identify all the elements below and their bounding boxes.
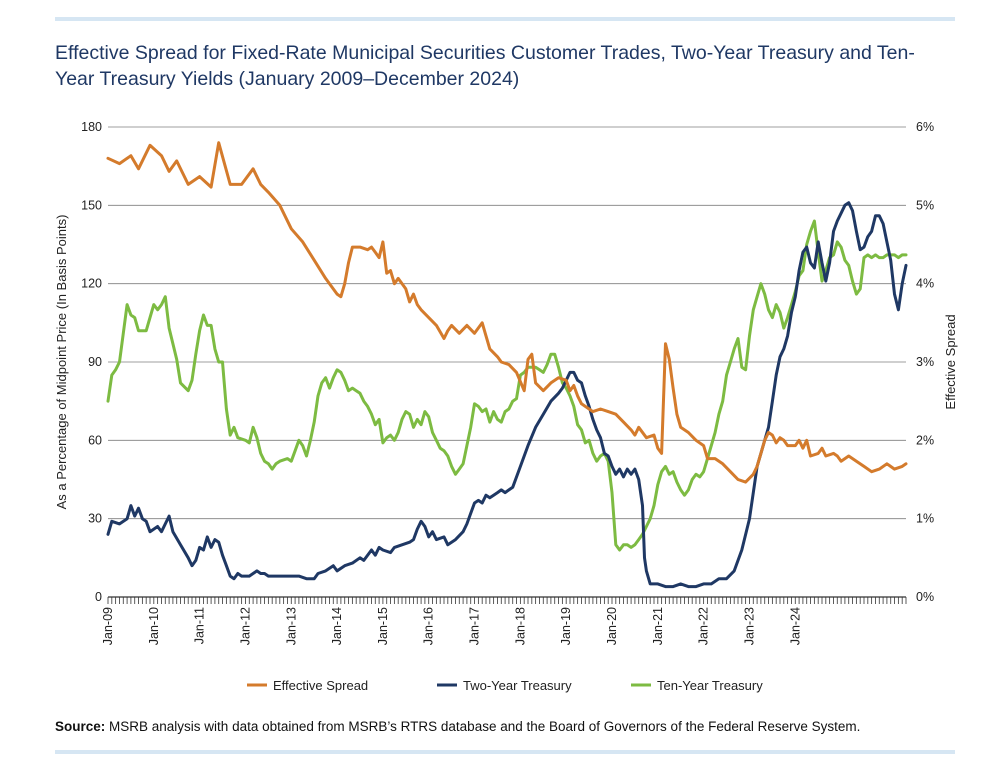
y-axis-left: 0 30 60 90 120 150 180 [81, 120, 102, 604]
chart-title: Effective Spread for Fixed-Rate Municipa… [55, 42, 915, 90]
top-rule [55, 17, 955, 21]
x-tick-label: Jan-24 [788, 607, 802, 645]
bottom-rule [55, 750, 955, 754]
y2-axis-label: Effective Spread [943, 314, 958, 409]
series-lines [106, 141, 908, 589]
legend-label-spread: Effective Spread [273, 678, 368, 693]
y2-tick-label: 2% [916, 433, 934, 447]
x-tick-label: Jan-17 [468, 607, 482, 645]
y-tick-label: 0 [95, 590, 102, 604]
gridlines [108, 126, 906, 598]
y-tick-label: 90 [88, 355, 102, 369]
series-line-ten-year [106, 219, 908, 552]
x-tick-label: Jan-14 [330, 607, 344, 645]
y-axis-right: 0% 1% 2% 3% 4% 5% 6% [916, 120, 934, 604]
x-tick-label: Jan-15 [376, 607, 390, 645]
y-tick-label: 120 [81, 277, 102, 291]
y2-tick-label: 5% [916, 198, 934, 212]
series-line-two-year [106, 201, 908, 589]
y-tick-label: 30 [88, 512, 102, 526]
x-tick-label: Jan-22 [697, 607, 711, 645]
y-tick-label: 60 [88, 433, 102, 447]
x-tick-label: Jan-18 [513, 607, 527, 645]
y-axis-label: As a Percentage of Midpoint Price (In Ba… [54, 215, 69, 510]
x-tick-label: Jan-09 [101, 607, 115, 645]
y2-tick-label: 1% [916, 512, 934, 526]
x-tick-label: Jan-13 [284, 607, 298, 645]
x-tick-label: Jan-19 [559, 607, 573, 645]
source-text: MSRB analysis with data obtained from MS… [109, 719, 861, 734]
y2-tick-label: 3% [916, 355, 934, 369]
series-line-spread [106, 141, 908, 484]
y-tick-label: 180 [81, 120, 102, 134]
legend: Effective Spread Two-Year Treasury Ten-Yea… [247, 678, 763, 693]
source-label: Source: [55, 719, 106, 734]
legend-label-ten-year: Ten-Year Treasury [657, 678, 763, 693]
x-tick-label: Jan-16 [422, 607, 436, 645]
y2-tick-label: 0% [916, 590, 934, 604]
source-note: Source: MSRB analysis with data obtained… [55, 719, 955, 734]
x-tick-label: Jan-11 [193, 607, 207, 644]
x-axis: Jan-09 Jan-10 Jan-11 Jan-12 Jan-13 Jan-14 Jan-… [101, 597, 907, 645]
legend-label-two-year: Two-Year Treasury [463, 678, 572, 693]
x-tick-label: Jan-10 [147, 607, 161, 645]
y2-tick-label: 4% [916, 277, 934, 291]
x-tick-label: Jan-23 [742, 607, 756, 645]
x-tick-label: Jan-20 [605, 607, 619, 645]
y2-tick-label: 6% [916, 120, 934, 134]
y-tick-label: 150 [81, 198, 102, 212]
x-tick-label: Jan-12 [238, 607, 252, 645]
x-tick-label: Jan-21 [651, 607, 665, 645]
